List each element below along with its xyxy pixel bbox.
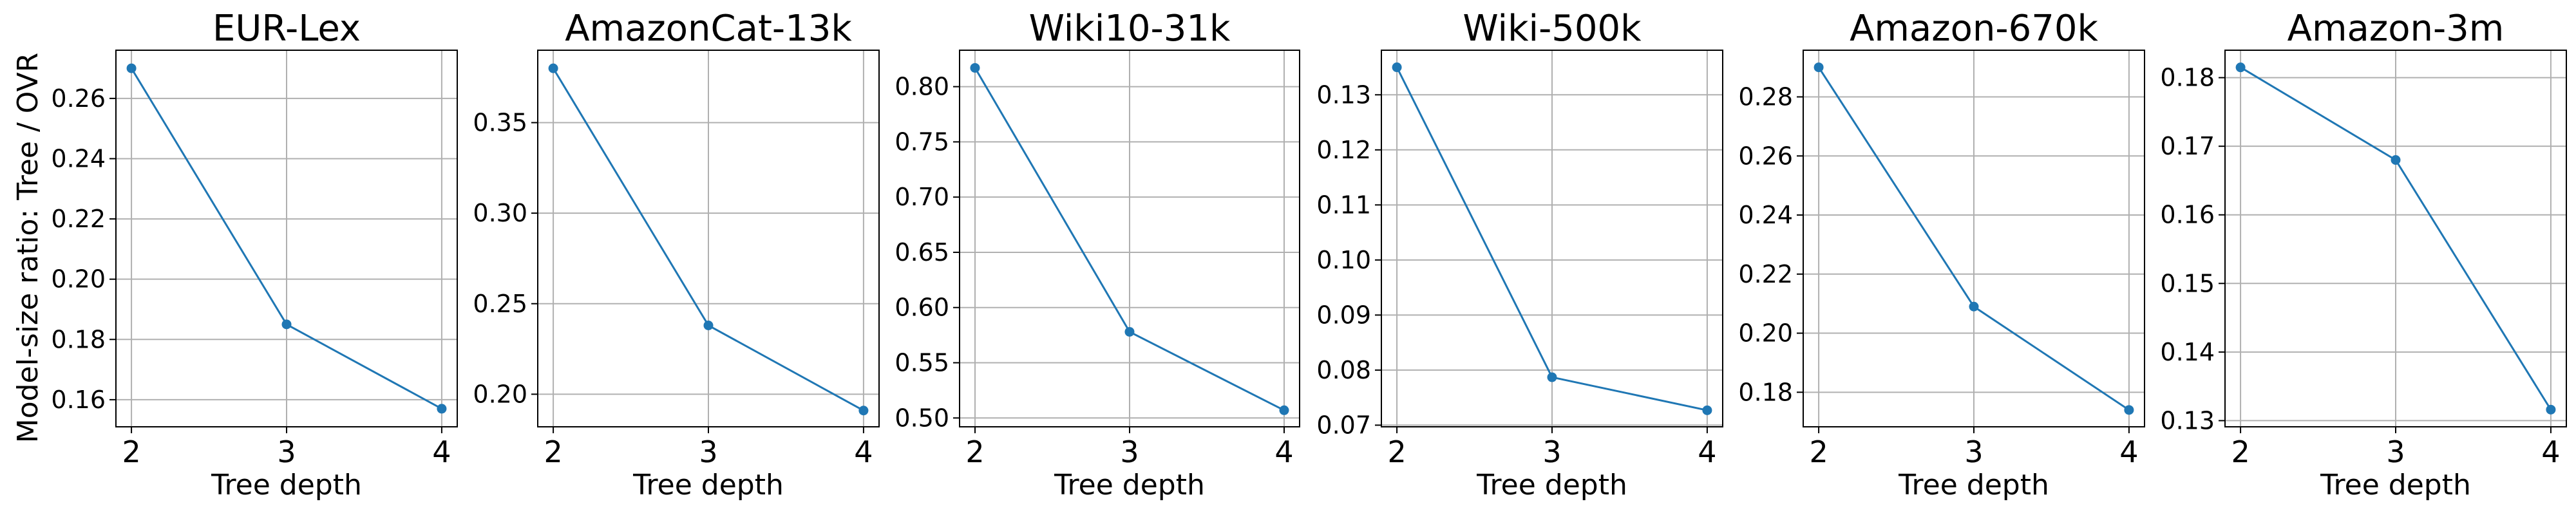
y-tick-label: 0.65 — [895, 238, 949, 267]
plot-frame — [1803, 50, 2145, 427]
data-point — [2235, 62, 2246, 73]
y-tick-label: 0.55 — [895, 348, 949, 377]
x-tick-label: 3 — [2386, 435, 2405, 469]
y-tick-label: 0.12 — [1316, 136, 1371, 164]
y-tick-label: 0.24 — [1738, 201, 1793, 229]
x-axis-label: Tree depth — [1898, 469, 2049, 501]
y-tick-label: 0.28 — [1738, 82, 1793, 111]
y-tick-label: 0.26 — [51, 84, 106, 113]
y-tick-label: 0.17 — [2160, 132, 2215, 160]
subplot-3: 0.50 0.55 0.60 0.65 0.70 0.75 0.80 2 3 4 Wiki10-31… — [895, 8, 1300, 501]
x-tick-label: 4 — [1274, 435, 1293, 469]
x-tick-label: 2 — [2231, 435, 2249, 469]
x-tick-label: 4 — [2119, 435, 2138, 469]
y-tick-label: 0.80 — [895, 73, 949, 101]
x-tick-label: 3 — [1964, 435, 1983, 469]
y-tick-label: 0.22 — [51, 205, 106, 233]
y-tick-label: 0.75 — [895, 127, 949, 156]
x-tick-label: 2 — [544, 435, 562, 469]
x-tick-label: 4 — [854, 435, 873, 469]
y-tick-label: 0.60 — [895, 294, 949, 322]
subplot-2: 0.20 0.25 0.30 0.35 2 3 4 AmazonCat-13k Tree dep… — [473, 8, 880, 501]
y-tick-label: 0.70 — [895, 183, 949, 211]
x-axis-label: Tree depth — [1476, 469, 1627, 501]
data-point — [126, 63, 137, 73]
data-point — [2546, 404, 2556, 415]
data-point — [1124, 326, 1135, 337]
y-tick-label: 0.20 — [473, 380, 527, 408]
subplot-title: Wiki-500k — [1463, 8, 1642, 50]
y-tick-label: 0.20 — [51, 265, 106, 294]
y-tick-label: 0.10 — [1316, 246, 1371, 274]
y-tick-label: 0.35 — [473, 109, 527, 137]
y-tick-label: 0.16 — [2160, 201, 2215, 229]
plot-frame — [2224, 50, 2567, 427]
subplot-title: EUR-Lex — [213, 8, 361, 50]
y-tick-label: 0.24 — [51, 144, 106, 173]
y-tick-label: 0.22 — [1738, 260, 1793, 288]
x-tick-label: 3 — [1120, 435, 1139, 469]
plot-frame — [537, 50, 880, 427]
data-point — [1279, 405, 1289, 415]
y-tick-label: 0.18 — [51, 325, 106, 353]
data-point — [281, 319, 292, 330]
data-point — [858, 406, 869, 416]
y-tick-label: 0.18 — [2160, 64, 2215, 92]
x-tick-label: 2 — [1809, 435, 1828, 469]
data-point — [703, 321, 714, 330]
x-axis-label: Tree depth — [2320, 469, 2471, 501]
y-tick-label: 0.16 — [51, 386, 106, 414]
subplot-title: Wiki10-31k — [1029, 8, 1231, 50]
y-tick-label: 0.14 — [2160, 338, 2215, 366]
y-tick-label: 0.50 — [895, 404, 949, 432]
y-tick-label: 0.25 — [473, 290, 527, 318]
data-point — [1969, 301, 1979, 312]
subplot-title: Amazon-670k — [1850, 8, 2098, 50]
subplot-4: 0.07 0.08 0.09 0.10 0.11 0.12 0.13 2 3 4 Wiki-500k… — [1316, 8, 1723, 501]
subplot-6: 0.13 0.14 0.15 0.16 0.17 0.18 2 3 4 Amazon-3m Tree… — [2160, 8, 2567, 501]
plot-frame — [115, 50, 458, 427]
plot-frame — [1381, 50, 1723, 427]
y-tick-label: 0.07 — [1316, 411, 1371, 439]
y-tick-label: 0.11 — [1316, 191, 1371, 219]
x-tick-label: 4 — [2541, 435, 2560, 469]
x-tick-label: 3 — [1542, 435, 1561, 469]
y-tick-label: 0.09 — [1316, 301, 1371, 329]
data-point — [1814, 62, 1824, 73]
y-tick-label: 0.15 — [2160, 269, 2215, 297]
data-point — [1702, 405, 1712, 415]
y-tick-label: 0.20 — [1738, 319, 1793, 348]
data-point — [548, 63, 558, 73]
subplot-title: Amazon-3m — [2287, 8, 2505, 50]
x-tick-label: 2 — [965, 435, 984, 469]
x-tick-label: 2 — [122, 435, 140, 469]
data-point — [437, 404, 447, 414]
y-tick-label: 0.18 — [1738, 378, 1793, 406]
x-tick-label: 3 — [277, 435, 296, 469]
subplot-5: 0.18 0.20 0.22 0.24 0.26 0.28 2 3 4 Amazon-670k Tr… — [1738, 8, 2145, 501]
figure-ylabel: Model-size ratio: Tree / OVR — [12, 53, 44, 444]
y-tick-label: 0.13 — [1316, 80, 1371, 109]
y-tick-label: 0.08 — [1316, 356, 1371, 384]
data-point — [1547, 372, 1557, 382]
subplot-1: 0.16 0.18 0.20 0.22 0.24 0.26 2 3 4 EUR-Lex Tree d… — [51, 8, 458, 501]
y-tick-label: 0.26 — [1738, 142, 1793, 170]
x-tick-label: 2 — [1387, 435, 1406, 469]
data-point — [970, 62, 980, 73]
x-tick-label: 3 — [699, 435, 717, 469]
x-axis-label: Tree depth — [211, 469, 362, 501]
x-axis-label: Tree depth — [1054, 469, 1205, 501]
plot-frame — [959, 50, 1300, 427]
data-point — [2391, 154, 2401, 165]
data-point — [2124, 405, 2134, 415]
x-tick-label: 4 — [1698, 435, 1716, 469]
subplot-title: AmazonCat-13k — [565, 8, 852, 50]
x-tick-label: 4 — [432, 435, 451, 469]
y-tick-label: 0.13 — [2160, 406, 2215, 435]
data-point — [1392, 62, 1402, 73]
x-axis-label: Tree depth — [632, 469, 784, 501]
y-tick-label: 0.30 — [473, 199, 527, 227]
